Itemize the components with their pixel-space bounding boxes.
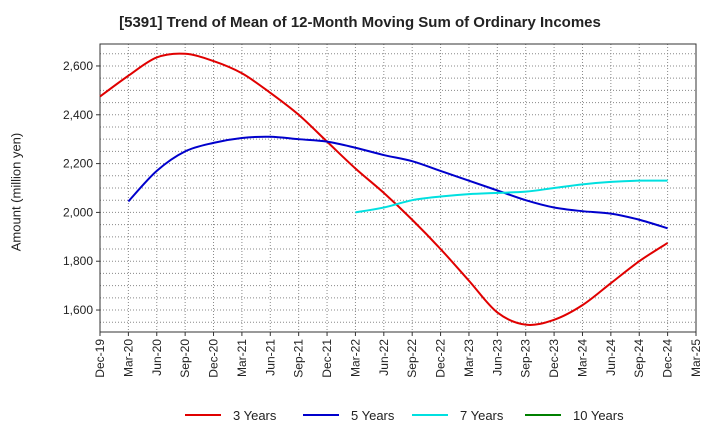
legend-label: 7 Years bbox=[460, 407, 504, 423]
legend: 3 Years 5 Years 7 Years 10 Years bbox=[0, 405, 720, 425]
x-tick-label: Dec-24 bbox=[661, 339, 675, 378]
legend-label: 3 Years bbox=[233, 407, 277, 423]
legend-swatch bbox=[412, 414, 448, 416]
x-tick-label: Jun-20 bbox=[150, 339, 164, 376]
y-tick-label: 1,800 bbox=[63, 254, 93, 268]
y-tick-label: 1,600 bbox=[63, 303, 93, 317]
x-tick-label: Sep-21 bbox=[292, 339, 306, 378]
series-layer bbox=[99, 52, 669, 326]
x-tick-label: Mar-22 bbox=[348, 339, 362, 377]
legend-swatch bbox=[185, 414, 221, 416]
legend-label: 10 Years bbox=[573, 407, 624, 423]
legend-item: 3 Years bbox=[185, 405, 276, 425]
axis-layer: 1,600 1,800 2,000 2,200 2,400 2,600 Dec-19 Mar-… bbox=[63, 43, 703, 378]
series-line-3-years bbox=[99, 52, 669, 326]
x-tick-label: Jun-21 bbox=[263, 339, 277, 376]
x-tick-label: Jun-23 bbox=[490, 339, 504, 376]
x-tick-label: Mar-25 bbox=[689, 339, 703, 377]
legend-swatch bbox=[303, 414, 339, 416]
x-tick-label: Sep-20 bbox=[178, 339, 192, 378]
x-tick-label: Dec-19 bbox=[93, 339, 107, 378]
y-tick-label: 2,400 bbox=[63, 108, 93, 122]
legend-swatch bbox=[525, 414, 561, 416]
x-tick-label: Sep-24 bbox=[632, 339, 646, 378]
x-tick-label: Dec-20 bbox=[207, 339, 221, 378]
x-tick-label: Dec-22 bbox=[434, 339, 448, 378]
x-tick-label: Mar-23 bbox=[462, 339, 476, 377]
legend-item: 10 Years bbox=[525, 405, 624, 425]
x-tick-label: Mar-24 bbox=[575, 339, 589, 377]
legend-item: 7 Years bbox=[412, 405, 503, 425]
y-tick-label: 2,000 bbox=[63, 205, 93, 219]
x-tick-label: Sep-22 bbox=[405, 339, 419, 378]
x-tick-label: Mar-21 bbox=[235, 339, 249, 377]
series-line-7-years bbox=[355, 179, 668, 214]
x-tick-label: Dec-23 bbox=[547, 339, 561, 378]
legend-item: 5 Years bbox=[303, 405, 394, 425]
x-tick-label: Jun-22 bbox=[377, 339, 391, 376]
chart-title: [5391] Trend of Mean of 12-Month Moving … bbox=[119, 14, 601, 31]
x-tick-label: Sep-23 bbox=[519, 339, 533, 378]
y-tick-label: 2,600 bbox=[63, 59, 93, 73]
y-tick-label: 2,200 bbox=[63, 157, 93, 171]
grid-layer bbox=[100, 44, 696, 332]
x-tick-label: Mar-20 bbox=[121, 339, 135, 377]
x-tick-label: Dec-21 bbox=[320, 339, 334, 378]
x-tick-label: Jun-24 bbox=[604, 339, 618, 376]
plot-border bbox=[99, 43, 697, 333]
series-line-5-years bbox=[127, 135, 668, 230]
legend-label: 5 Years bbox=[351, 407, 395, 423]
